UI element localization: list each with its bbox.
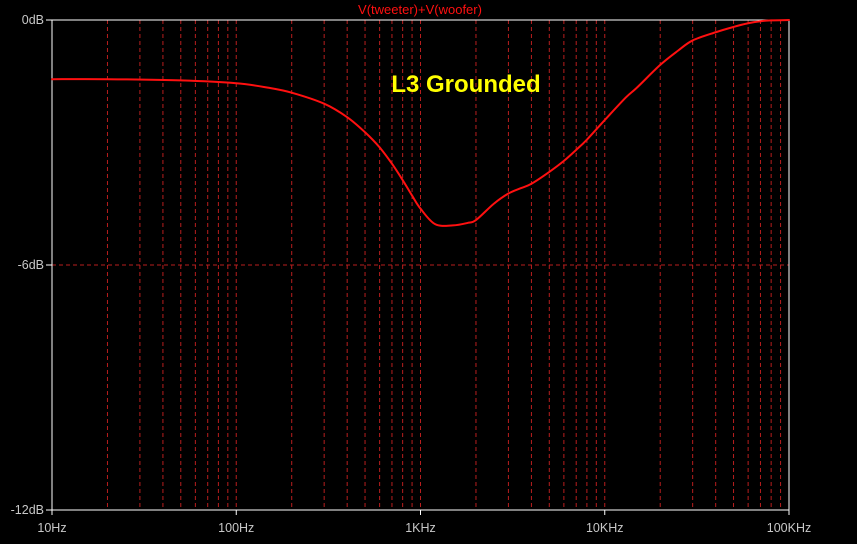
x-tick-label: 10KHz (586, 521, 624, 535)
grid-layer (52, 20, 789, 510)
y-tick-label: 0dB (22, 13, 44, 27)
x-tick-label: 10Hz (37, 521, 66, 535)
y-tick-label: -6dB (18, 258, 44, 272)
series-layer (51, 19, 790, 227)
trace-title[interactable]: V(tweeter)+V(woofer) (358, 2, 482, 17)
x-tick-label: 100KHz (767, 521, 811, 535)
x-tick-labels: 10Hz 100Hz 1KHz 10KHz 100KHz (37, 510, 811, 535)
y-tick-label: -12dB (11, 503, 44, 517)
x-tick-label: 1KHz (405, 521, 436, 535)
x-tick-label: 100Hz (218, 521, 254, 535)
series-line (51, 19, 790, 227)
annotation-label: L3 Grounded (391, 71, 540, 98)
y-tick-labels: 0dB -6dB -12dB (11, 13, 52, 517)
